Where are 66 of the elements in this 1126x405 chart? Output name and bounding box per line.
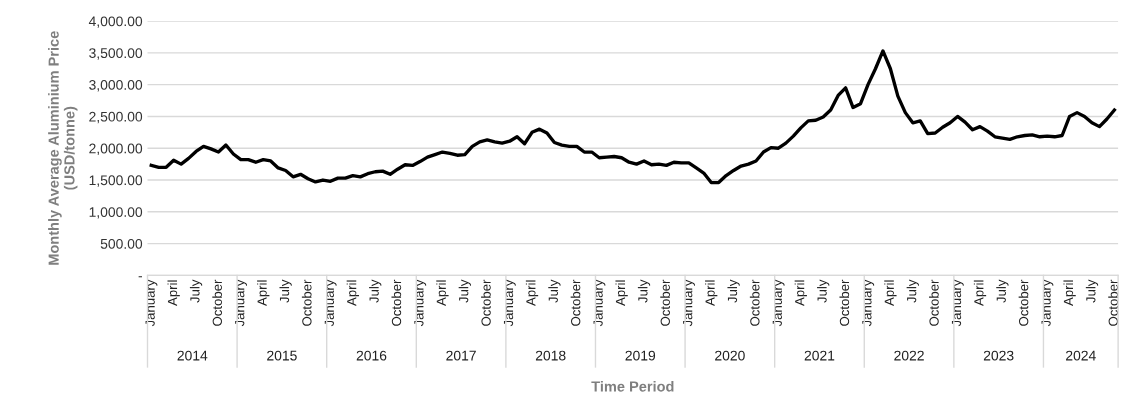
text: 2018 xyxy=(535,350,566,361)
text: 2017 xyxy=(446,350,476,361)
x-tick-label: October xyxy=(391,279,402,326)
x-tick-label: January xyxy=(683,279,695,327)
x-tick-label: October xyxy=(212,279,222,326)
line-series xyxy=(149,49,1117,185)
x-tick-label: January xyxy=(772,279,785,327)
x-tick-label: July xyxy=(189,279,203,303)
x-tick-label: January xyxy=(235,279,247,327)
x-tick-label: October xyxy=(570,279,581,326)
x-tick-label: July xyxy=(727,279,740,303)
text: 2024 xyxy=(1066,350,1096,361)
x-tick-label: October xyxy=(1108,279,1118,326)
x-tick-label: January xyxy=(862,279,875,327)
x-axis-title: Time Period xyxy=(591,380,674,392)
x-tick-label: October xyxy=(749,279,760,326)
y-tick-label: 3,500.00 xyxy=(89,48,143,60)
text: 2022 xyxy=(894,350,924,361)
y-axis-title: Monthly Average Aluminium Price (USD/tonne) xyxy=(48,31,78,265)
x-tick-label: October xyxy=(839,279,850,326)
x-tick-label: July xyxy=(548,279,561,303)
x-tick-label: April xyxy=(525,280,539,306)
y-tick-label: 4,000.00 xyxy=(88,16,143,28)
x-tick-label: October xyxy=(660,279,670,326)
x-tick-label: April xyxy=(973,280,987,306)
x-tick-label: October xyxy=(301,279,312,326)
x-tick-label: July xyxy=(279,279,292,303)
text: 2019 xyxy=(625,350,656,361)
x-tick-label: July xyxy=(637,279,651,303)
x-tick-label: January xyxy=(593,279,606,327)
y-tick-label: 2,000.00 xyxy=(89,143,143,156)
x-tick-label: October xyxy=(929,279,939,326)
y-tick-label: 1,000.00 xyxy=(89,207,143,219)
text: 2014 xyxy=(177,350,208,361)
x-tick-label: July xyxy=(906,279,919,303)
x-tick-label: April xyxy=(257,280,270,306)
x-tick-label: July xyxy=(458,279,471,303)
x-tick-label: July xyxy=(369,279,382,303)
text: 2023 xyxy=(983,350,1014,361)
y-tick-label: 3,000.00 xyxy=(89,79,143,92)
text: 2020 xyxy=(715,350,745,361)
text: 2021 xyxy=(804,350,835,361)
x-tick-label: April xyxy=(794,280,807,306)
x-tick-label: April xyxy=(167,280,180,306)
text: 2015 xyxy=(267,350,297,361)
x-tick-label: April xyxy=(1063,280,1076,306)
x-tick-label: July xyxy=(817,279,830,303)
y-tick-label: 500.00 xyxy=(100,238,143,249)
x-tick-label: October xyxy=(481,279,491,326)
x-tick-label: January xyxy=(951,279,964,327)
x-tick-label: July xyxy=(1085,279,1099,303)
x-tick-label: January xyxy=(145,279,158,327)
x-tick-label: April xyxy=(346,280,359,306)
x-tick-label: April xyxy=(436,280,449,306)
x-tick-label: October xyxy=(1018,279,1029,326)
x-tick-label: January xyxy=(324,279,337,327)
y-tick-label: 1,500.00 xyxy=(89,175,143,187)
x-tick-label: January xyxy=(1041,279,1054,327)
x-tick-label: January xyxy=(503,279,516,327)
text: 2016 xyxy=(356,350,387,361)
y-tick-label: - xyxy=(138,276,143,278)
x-tick-label: July xyxy=(996,279,1009,303)
x-tick-label: April xyxy=(884,280,897,306)
x-tick-label: April xyxy=(615,280,628,306)
x-tick-label: April xyxy=(705,280,718,306)
y-tick-label: 2,500.00 xyxy=(89,111,143,124)
